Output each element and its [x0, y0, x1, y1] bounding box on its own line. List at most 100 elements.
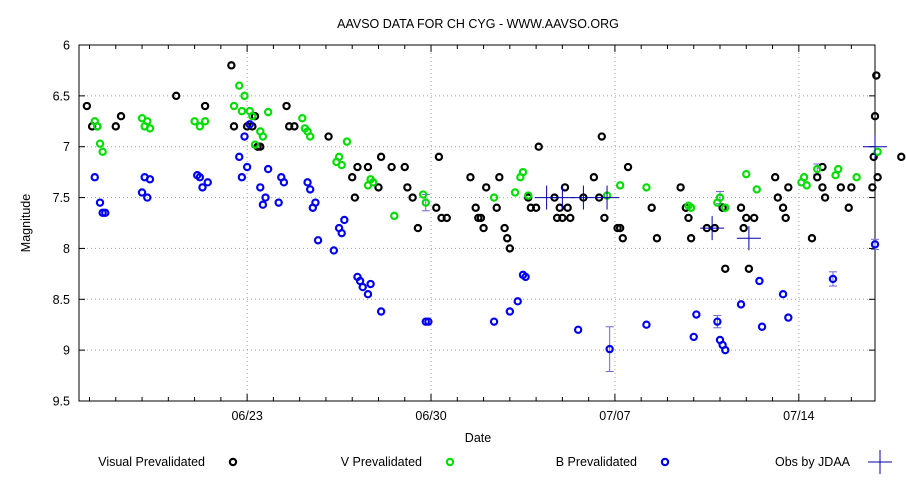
point-visual: [897, 152, 906, 162]
point-b: [203, 178, 212, 187]
point-v: [721, 203, 730, 212]
y-tick-label: 7.5: [53, 191, 70, 205]
point-b: [755, 276, 764, 286]
point-b: [240, 132, 249, 141]
point-v: [642, 183, 651, 192]
point-visual: [434, 152, 444, 162]
y-tick-label: 7: [63, 140, 70, 154]
point-b: [195, 173, 205, 182]
y-tick-label: 6.5: [53, 89, 70, 103]
point-v: [802, 181, 811, 190]
point-b: [198, 183, 207, 192]
point-b: [90, 173, 99, 182]
point-b: [305, 185, 315, 194]
point-visual: [290, 122, 299, 131]
point-v: [418, 190, 428, 199]
point-b: [605, 344, 614, 354]
x-tick-label: 07/14: [783, 409, 814, 423]
point-visual: [324, 132, 333, 141]
point-v: [421, 198, 430, 207]
point-visual: [869, 152, 878, 162]
point-visual: [872, 71, 881, 80]
point-v: [342, 137, 352, 146]
point-visual: [647, 203, 656, 212]
point-visual: [744, 264, 754, 273]
point-b: [424, 317, 433, 326]
point-v: [237, 106, 247, 116]
point-v: [489, 193, 499, 202]
point-visual: [813, 173, 822, 182]
point-visual: [597, 132, 606, 141]
point-visual: [350, 193, 360, 202]
point-visual: [200, 101, 210, 111]
point-visual: [784, 183, 793, 192]
legend: Visual Prevalidated V Prevalidated B Pre…: [98, 450, 892, 474]
point-visual: [844, 203, 853, 212]
legend-marker-visual: [228, 457, 238, 467]
point-b: [358, 282, 367, 292]
point-b: [145, 175, 155, 184]
point-visual: [348, 173, 357, 182]
point-b: [757, 322, 767, 331]
point-b: [101, 208, 110, 218]
point-b: [303, 178, 312, 187]
point-visual: [820, 193, 830, 202]
point-b: [642, 320, 651, 329]
point-visual: [868, 183, 877, 192]
point-v: [510, 188, 520, 197]
point-jdaa: [571, 185, 596, 210]
point-b: [489, 317, 499, 326]
point-v: [813, 164, 822, 174]
plot-area-frame: [78, 44, 876, 402]
point-v: [615, 181, 625, 190]
point-v: [742, 169, 751, 179]
point-visual: [432, 203, 441, 212]
point-b: [713, 317, 722, 326]
point-visual: [739, 223, 748, 233]
point-b: [505, 307, 515, 316]
x-tick-label: 06/30: [415, 409, 446, 423]
point-visual: [172, 91, 181, 101]
point-b: [689, 332, 698, 342]
y-tick-label: 8.5: [53, 293, 70, 307]
point-b: [237, 173, 247, 182]
point-visual: [623, 162, 633, 172]
y-tick-label: 9: [63, 344, 70, 358]
point-visual: [505, 244, 515, 253]
point-visual: [600, 213, 609, 223]
point-visual: [873, 173, 882, 182]
point-visual: [778, 203, 788, 212]
point-b: [366, 279, 375, 289]
point-v: [834, 164, 843, 174]
point-b: [311, 198, 320, 207]
point-v: [369, 178, 378, 187]
point-visual: [566, 213, 575, 223]
point-b: [692, 310, 701, 319]
point-b: [828, 274, 838, 284]
point-visual: [481, 183, 491, 192]
point-b: [95, 198, 105, 207]
point-v: [518, 167, 528, 177]
point-b: [870, 240, 880, 249]
y-tick-label: 6: [63, 39, 70, 53]
point-b: [376, 307, 386, 316]
point-b: [573, 325, 583, 334]
y-tick-label: 8: [63, 242, 70, 256]
point-visual: [652, 234, 662, 243]
point-v: [390, 211, 399, 221]
point-visual: [589, 173, 599, 182]
point-v: [752, 185, 761, 194]
point-visual: [742, 213, 751, 223]
point-b: [784, 313, 793, 322]
point-v: [195, 122, 205, 131]
point-b: [242, 162, 252, 172]
point-b: [258, 200, 268, 209]
y-tick-label: 9.5: [53, 395, 70, 409]
point-visual: [563, 203, 572, 212]
point-visual: [749, 213, 759, 223]
point-visual: [400, 162, 409, 172]
data-points: [82, 61, 906, 355]
point-b: [736, 300, 746, 309]
point-b: [235, 152, 244, 162]
